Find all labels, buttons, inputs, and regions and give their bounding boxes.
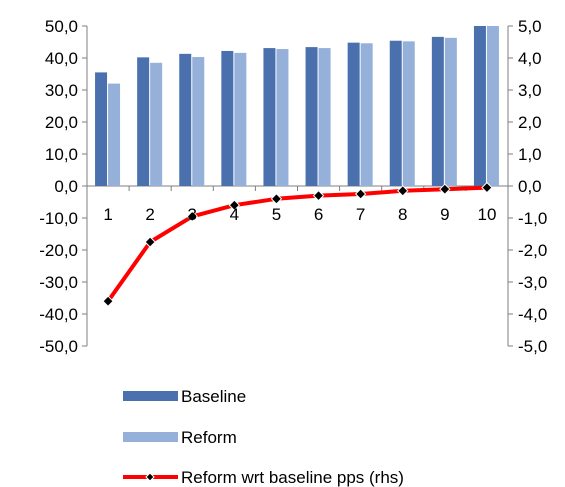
left-axis-tick-label: -50,0 — [39, 337, 78, 356]
bar-baseline — [221, 50, 234, 187]
bar-baseline — [431, 36, 444, 186]
left-axis-tick-label: -10,0 — [39, 209, 78, 228]
line-point-marker — [397, 185, 409, 197]
legend-swatch-baseline — [123, 391, 178, 401]
right-axis-tick-label: 2,0 — [518, 113, 542, 132]
bar-reform — [192, 57, 205, 186]
line-point-marker — [481, 181, 493, 194]
category-label: 7 — [356, 205, 365, 224]
bar-baseline — [137, 57, 150, 186]
right-axis-tick-label: -1,0 — [518, 209, 547, 228]
left-axis-tick-label: 30,0 — [45, 81, 78, 100]
right-axis-tick-label: -2,0 — [518, 241, 547, 260]
right-axis-tick-label: 3,0 — [518, 81, 542, 100]
line-point-marker — [439, 183, 451, 195]
bars — [95, 26, 499, 187]
right-axis-tick-label: 1,0 — [518, 145, 542, 164]
bar-baseline — [95, 72, 108, 186]
bar-baseline — [179, 53, 192, 187]
legend-swatch-reform — [123, 432, 178, 442]
left-axis-tick-label: 10,0 — [45, 145, 78, 164]
left-axis-tick-label: 40,0 — [45, 49, 78, 68]
category-label: 1 — [103, 205, 112, 224]
category-label: 2 — [145, 205, 154, 224]
bar-baseline — [347, 42, 360, 186]
bar-baseline — [263, 48, 276, 186]
bar-reform — [276, 49, 289, 186]
line-point-marker — [186, 210, 198, 223]
bar-reform — [402, 41, 415, 186]
bar-reform — [444, 37, 457, 187]
category-label: 6 — [314, 205, 323, 224]
legend-swatch-marker — [145, 472, 155, 482]
line-point-marker — [102, 295, 114, 307]
line-point-marker — [144, 236, 156, 248]
right-axis-tick-label: 0,0 — [518, 177, 542, 196]
right-axis-tick-label: 4,0 — [518, 49, 542, 68]
bar-baseline — [473, 26, 486, 186]
legend: Baseline Reform Reform wrt baseline pps (r… — [123, 387, 404, 487]
line-point-marker — [228, 199, 241, 211]
left-axis-tick-label: 50,0 — [45, 17, 78, 36]
legend-label: Reform — [181, 428, 237, 447]
bar-reform — [234, 52, 247, 186]
right-axis-tick-label: -3,0 — [518, 273, 547, 292]
category-label: 4 — [230, 205, 239, 224]
line-series — [102, 181, 493, 307]
line-point-marker — [354, 188, 367, 200]
bar-reform — [486, 26, 499, 186]
line-point-marker — [312, 189, 325, 202]
left-axis-tick-label: 20,0 — [45, 113, 78, 132]
category-label: 3 — [188, 205, 197, 224]
right-axis-tick-label: -5,0 — [518, 337, 547, 356]
bar-reform — [360, 43, 373, 186]
left-axis-tick-label: -40,0 — [39, 305, 78, 324]
bar-reform — [150, 62, 163, 186]
line-reform-wrt-baseline — [106, 185, 488, 303]
legend-label: Reform wrt baseline pps (rhs) — [181, 468, 404, 487]
category-label: 10 — [477, 205, 496, 224]
category-label: 8 — [398, 205, 407, 224]
labels: 50,040,030,020,010,00,0-10,0-20,0-30,0-4… — [39, 17, 547, 356]
bar-reform — [318, 48, 331, 186]
category-label: 9 — [440, 205, 449, 224]
line-point-marker — [270, 193, 283, 205]
left-axis-tick-label: 0,0 — [54, 177, 78, 196]
left-axis-tick-label: -30,0 — [39, 273, 78, 292]
right-axis-tick-label: -4,0 — [518, 305, 547, 324]
left-axis-tick-label: -20,0 — [39, 241, 78, 260]
category-label: 5 — [272, 205, 281, 224]
bar-baseline — [389, 40, 402, 186]
legend-label: Baseline — [181, 387, 246, 406]
right-axis-tick-label: 5,0 — [518, 17, 542, 36]
bar-reform — [108, 83, 121, 186]
bar-baseline — [305, 47, 318, 187]
